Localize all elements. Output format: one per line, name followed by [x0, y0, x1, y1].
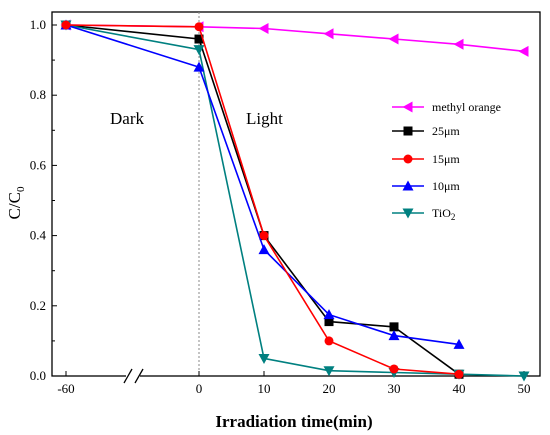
data-point: [258, 244, 270, 255]
series-15m: [61, 20, 464, 379]
annotation-dark: Dark: [110, 109, 144, 128]
x-tick-label: 30: [388, 381, 401, 396]
data-point: [454, 369, 464, 379]
data-point: [389, 322, 399, 332]
x-axis-break-mark-left: [123, 368, 133, 384]
y-axis-label-sub: 0: [15, 186, 27, 192]
x-axis-label: Irradiation time(min): [215, 412, 372, 431]
data-point: [194, 22, 204, 32]
y-tick-label: 0.2: [30, 298, 46, 313]
data-point: [323, 366, 335, 377]
x-axis-break-mark-right: [134, 368, 144, 384]
y-tick-label: 0.4: [30, 228, 47, 243]
y-tick-label: 0.8: [30, 87, 46, 102]
legend-item-10m: 10μm: [392, 179, 460, 193]
series-line: [65, 24, 460, 375]
data-point: [324, 317, 334, 327]
data-point: [518, 371, 530, 382]
y-tick-label: 0.0: [30, 368, 46, 383]
series-line: [65, 24, 460, 346]
data-point: [323, 28, 334, 40]
data-point: [193, 45, 205, 56]
legend-label: 25μm: [432, 124, 460, 138]
legend-item-25m: 25μm: [392, 124, 460, 138]
y-axis-label-main: C/C: [5, 192, 24, 219]
data-point: [518, 45, 529, 57]
plot-frame-border: [51, 11, 541, 377]
annotation-light: Light: [246, 109, 283, 128]
data-point: [324, 336, 334, 346]
data-point: [453, 38, 464, 50]
y-tick-label: 0.6: [30, 157, 47, 172]
data-point: [388, 33, 399, 45]
series-line: [65, 24, 460, 375]
legend-label-text: 10μm: [432, 179, 460, 193]
data-point: [258, 353, 270, 364]
data-point: [259, 231, 269, 241]
data-point: [388, 330, 400, 341]
legend-label-text: 25μm: [432, 124, 460, 138]
legend-item-tio: TiO2: [392, 206, 455, 222]
legend-marker: [402, 180, 414, 191]
legend-item-15m: 15μm: [392, 152, 460, 166]
legend-label: methyl orange: [432, 100, 501, 114]
y-axis-label: C/C0: [5, 186, 27, 219]
legend-label-text: 15μm: [432, 152, 460, 166]
legend-marker: [402, 101, 413, 113]
legend-label: 15μm: [432, 152, 460, 166]
data-point: [193, 61, 205, 72]
x-tick-label: -60: [57, 381, 74, 396]
x-tick-label: 0: [196, 381, 203, 396]
legend-label-subscript: 2: [451, 212, 456, 222]
data-point: [323, 309, 335, 320]
y-tick-label: 1.0: [30, 17, 46, 32]
x-tick-label: 50: [518, 381, 531, 396]
legend-marker: [402, 208, 414, 219]
legend-label-text: methyl orange: [432, 100, 501, 114]
legend-label: TiO2: [432, 206, 455, 222]
legend-marker: [403, 154, 413, 164]
data-point: [389, 364, 399, 374]
legend-label-text: TiO: [432, 206, 451, 220]
data-point: [258, 23, 269, 35]
x-tick-label: 20: [323, 381, 336, 396]
data-point: [453, 338, 465, 349]
legend-label: 10μm: [432, 179, 460, 193]
data-point: [194, 34, 204, 44]
series-10m: [60, 19, 465, 349]
x-tick-label: 10: [258, 381, 271, 396]
x-tick-label: 40: [453, 381, 466, 396]
data-point: [61, 20, 71, 30]
legend-marker: [403, 126, 413, 136]
x-axis-break: [123, 368, 144, 384]
legend-item-methylorange: methyl orange: [392, 100, 501, 114]
